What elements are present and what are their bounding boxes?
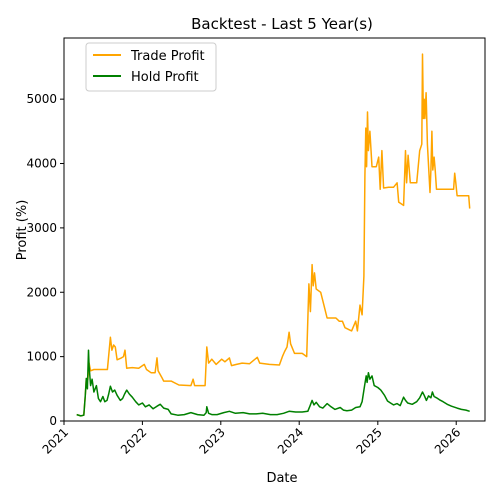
plot-area <box>76 53 471 417</box>
y-tick-label: 4000 <box>26 157 57 171</box>
chart-title: Backtest - Last 5 Year(s) <box>191 15 373 33</box>
x-axis-label: Date <box>266 471 297 486</box>
legend-label-hold: Hold Profit <box>131 70 199 85</box>
y-tick-label: 5000 <box>26 92 57 106</box>
series-layer <box>76 53 471 417</box>
y-axis-label: Profit (%) <box>15 200 30 261</box>
axes-frame <box>63 37 486 422</box>
series-line-trade-profit <box>76 53 471 417</box>
y-tick-label: 0 <box>49 414 57 428</box>
legend-label-trade: Trade Profit <box>130 49 205 64</box>
series-line-hold-profit <box>76 349 470 417</box>
legend: Trade Profit Hold Profit <box>85 42 217 92</box>
y-tick-label: 2000 <box>26 285 57 299</box>
y-axis-ticks: 0 1000 2000 3000 4000 5000 <box>26 92 64 428</box>
y-tick-label: 3000 <box>26 221 57 235</box>
y-tick-label: 1000 <box>26 350 57 364</box>
